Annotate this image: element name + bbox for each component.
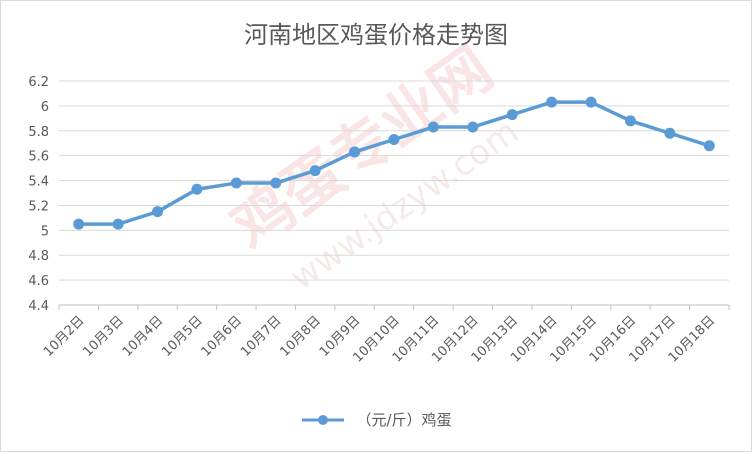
data-point — [585, 96, 597, 108]
data-point — [546, 96, 558, 108]
legend-label: （元/斤）鸡蛋 — [356, 411, 452, 429]
data-point — [427, 121, 439, 133]
x-tick-label: 10月7日 — [238, 313, 285, 360]
legend: （元/斤）鸡蛋 — [1, 409, 751, 430]
data-point — [624, 115, 636, 127]
y-tick-label: 4.8 — [28, 249, 49, 264]
y-tick-label: 5 — [41, 224, 49, 239]
y-tick-label: 5.8 — [28, 125, 49, 140]
y-tick-label: 6.2 — [28, 75, 49, 90]
data-point — [664, 127, 676, 139]
data-point — [349, 146, 361, 158]
x-tick-label: 10月3日 — [80, 313, 127, 360]
y-tick-label: 6 — [41, 100, 49, 115]
y-axis: 4.4 4.6 4.8 5 5.2 5.4 5.6 5.8 6 6.2 — [28, 75, 49, 314]
grid — [59, 80, 729, 306]
watermark: 鸡蛋专业网 www.jdzyw.com — [219, 34, 525, 298]
legend-swatch-icon — [302, 414, 345, 425]
data-point — [467, 121, 479, 133]
x-tick-label: 10月2日 — [41, 313, 88, 360]
data-point — [73, 218, 85, 230]
x-tick-label: 10月5日 — [159, 313, 206, 360]
data-point — [191, 183, 203, 195]
legend-marker — [318, 414, 329, 425]
data-point — [388, 133, 400, 145]
y-tick-label: 4.6 — [28, 274, 49, 289]
x-tick-label: 10月4日 — [120, 313, 167, 360]
series-eggs — [73, 96, 715, 230]
y-tick-label: 4.4 — [28, 299, 49, 314]
data-point — [230, 177, 242, 189]
chart-title: 河南地区鸡蛋价格走势图 — [244, 21, 508, 49]
y-tick-label: 5.6 — [28, 150, 49, 165]
data-point — [152, 206, 164, 218]
data-point — [309, 165, 321, 177]
x-tick-label: 10月8日 — [277, 313, 324, 360]
y-tick-label: 5.4 — [28, 175, 49, 190]
x-tick-label: 10月6日 — [199, 313, 246, 360]
data-point — [112, 218, 124, 230]
data-point — [270, 177, 282, 189]
data-point — [703, 140, 715, 152]
data-point — [506, 109, 518, 121]
y-tick-label: 5.2 — [28, 199, 49, 214]
x-axis: 10月2日10月3日10月4日10月5日10月6日10月7日10月8日10月9日… — [41, 305, 730, 366]
